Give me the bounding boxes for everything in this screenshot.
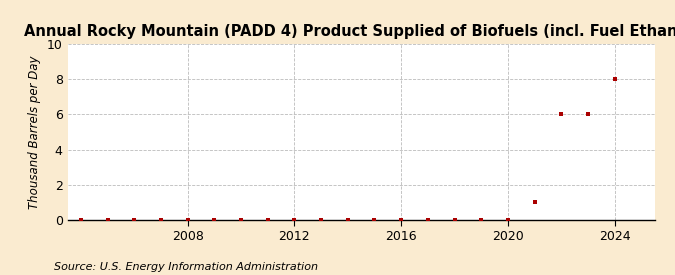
Point [289, 218, 300, 222]
Text: Source: U.S. Energy Information Administration: Source: U.S. Energy Information Administ… [54, 262, 318, 272]
Point [476, 218, 487, 222]
Point [155, 218, 166, 222]
Y-axis label: Thousand Barrels per Day: Thousand Barrels per Day [28, 55, 41, 209]
Point [369, 218, 380, 222]
Point [342, 218, 353, 222]
Point [449, 218, 460, 222]
Point [263, 218, 273, 222]
Point [583, 112, 593, 117]
Point [556, 112, 567, 117]
Title: Annual Rocky Mountain (PADD 4) Product Supplied of Biofuels (incl. Fuel Ethanol): Annual Rocky Mountain (PADD 4) Product S… [24, 24, 675, 39]
Point [182, 218, 193, 222]
Point [610, 77, 620, 81]
Point [236, 218, 246, 222]
Point [502, 218, 513, 222]
Point [423, 218, 433, 222]
Point [76, 218, 86, 222]
Point [102, 218, 113, 222]
Point [529, 200, 540, 205]
Point [209, 218, 220, 222]
Point [396, 218, 406, 222]
Point [316, 218, 327, 222]
Point [129, 218, 140, 222]
